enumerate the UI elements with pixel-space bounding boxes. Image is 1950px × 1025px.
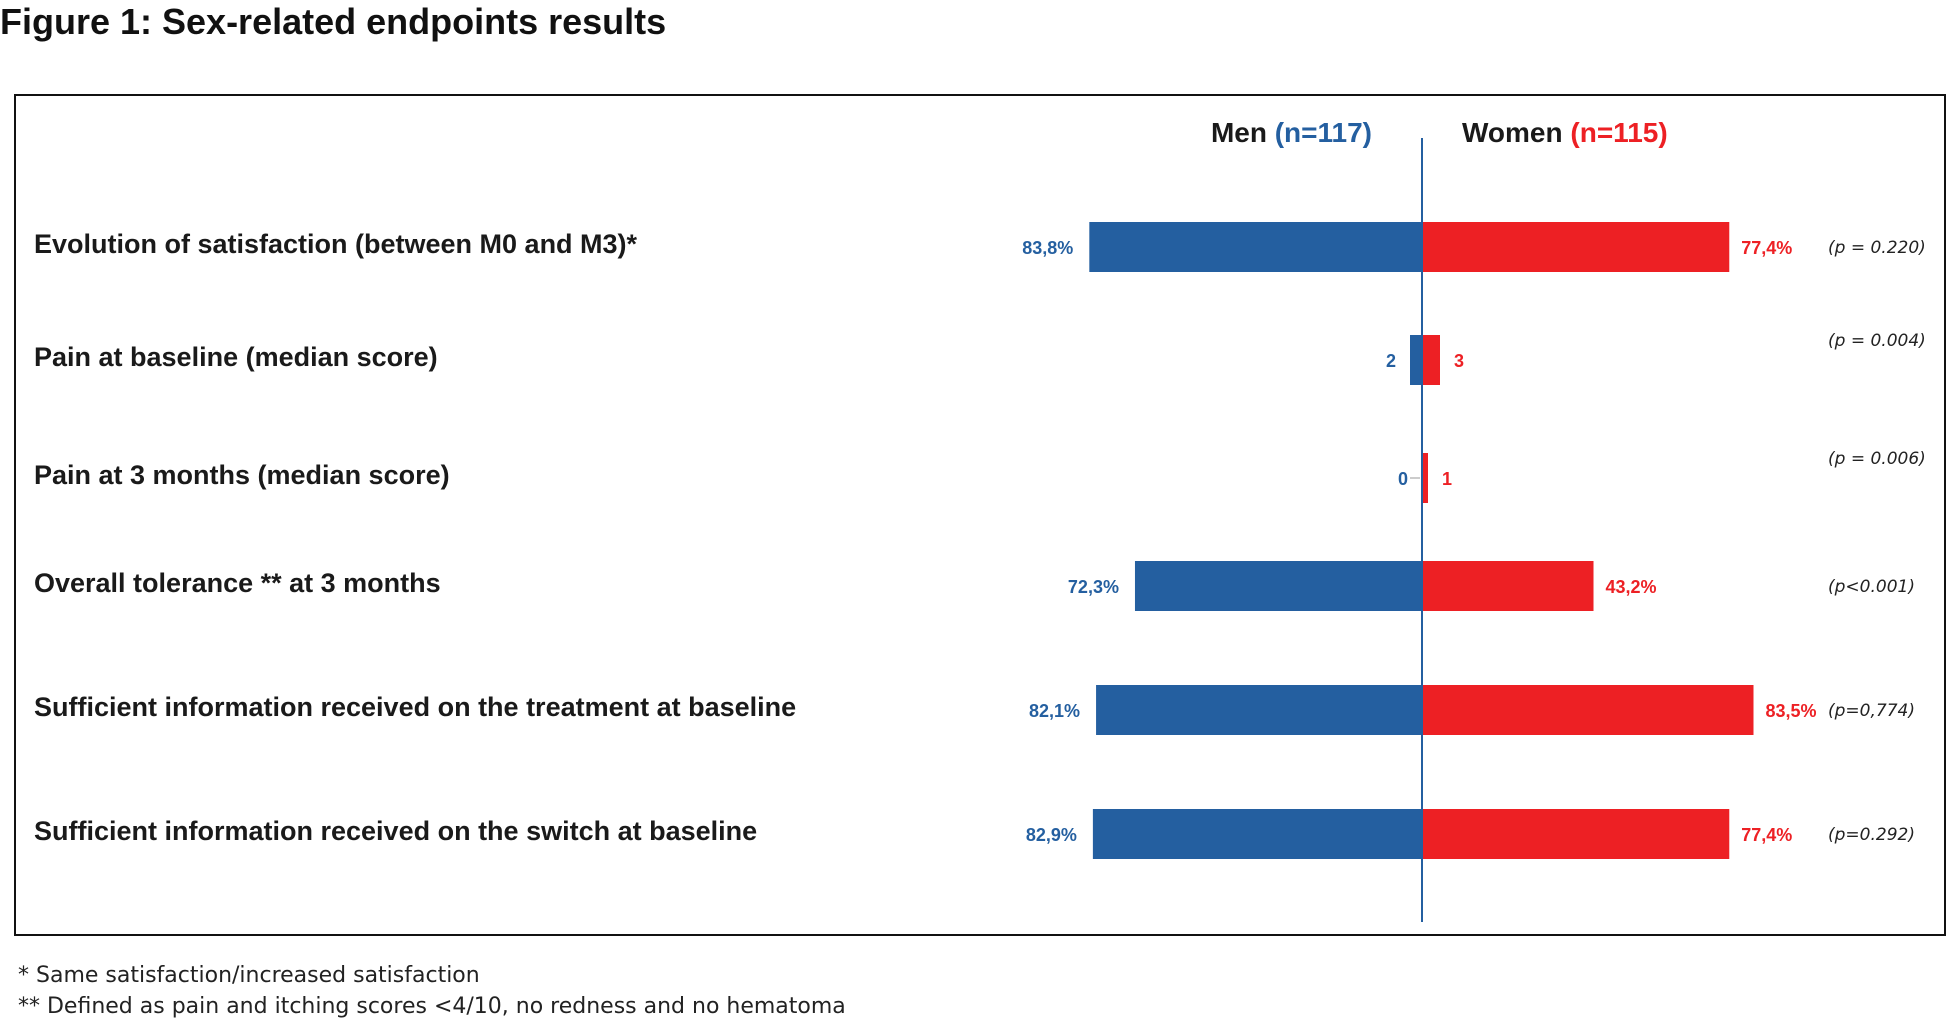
value-label-women: 77,4% xyxy=(1741,825,1792,845)
p-value: (p = 0.006) xyxy=(1828,449,1926,469)
bar-women xyxy=(1422,222,1730,272)
category-label: Overall tolerance ** at 3 months xyxy=(34,568,441,598)
p-value: (p=0.292) xyxy=(1828,825,1915,845)
category-label: Sufficient information received on the t… xyxy=(34,692,796,722)
category-label: Pain at 3 months (median score) xyxy=(34,460,450,490)
figure-title: Figure 1: Sex-related endpoints results xyxy=(0,1,667,42)
bar-men xyxy=(1410,335,1422,385)
bar-women xyxy=(1422,809,1730,859)
value-label-women: 83,5% xyxy=(1765,701,1816,721)
bar-men xyxy=(1092,809,1422,859)
bar-men xyxy=(1096,685,1422,735)
value-label-men: 2 xyxy=(1386,351,1396,371)
legend-men: Men (n=117) xyxy=(1211,117,1372,148)
p-value: (p = 0.004) xyxy=(1828,331,1926,351)
chart-frame: Men (n=117) Women (n=115) Evolution of sat… xyxy=(14,94,1946,936)
bar-women xyxy=(1422,335,1440,385)
diverging-bar-chart: Men (n=117) Women (n=115) Evolution of sat… xyxy=(34,117,1926,922)
value-label-men: 83,8% xyxy=(1022,238,1073,258)
legend-women: Women (n=115) xyxy=(1462,117,1668,148)
category-label: Sufficient information received on the s… xyxy=(34,816,757,846)
value-label-women: 1 xyxy=(1442,469,1452,489)
bar-women xyxy=(1422,561,1594,611)
value-label-men: 72,3% xyxy=(1068,577,1119,597)
p-value: (p=0,774) xyxy=(1828,701,1915,721)
value-label-men: 0 xyxy=(1398,469,1408,489)
bar-women xyxy=(1422,685,1754,735)
value-label-men: 82,9% xyxy=(1026,825,1077,845)
category-label: Pain at baseline (median score) xyxy=(34,342,438,372)
p-value: (p = 0.220) xyxy=(1828,238,1926,258)
footnote-tolerance: ** Defined as pain and itching scores <4… xyxy=(18,994,846,1019)
category-label: Evolution of satisfaction (between M0 an… xyxy=(34,229,638,259)
bar-men xyxy=(1134,561,1422,611)
value-label-women: 43,2% xyxy=(1606,577,1657,597)
p-value: (p<0.001) xyxy=(1828,577,1915,597)
bar-women xyxy=(1422,453,1428,503)
value-label-women: 3 xyxy=(1454,351,1464,371)
value-label-women: 77,4% xyxy=(1741,238,1792,258)
value-label-men: 82,1% xyxy=(1029,701,1080,721)
footnote-satisfaction: * Same satisfaction/increased satisfacti… xyxy=(18,963,480,988)
bar-men xyxy=(1089,222,1422,272)
